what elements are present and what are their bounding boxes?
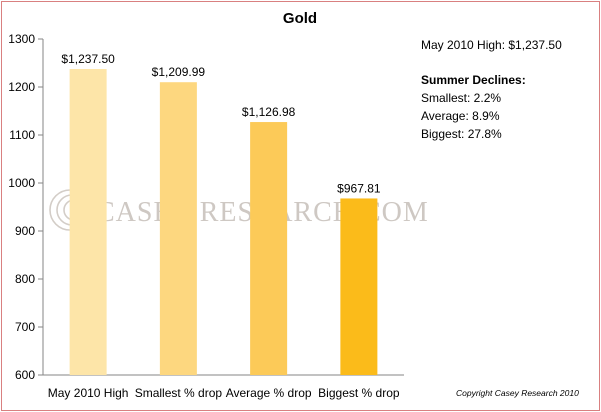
x-category-label: Smallest % drop <box>135 386 223 400</box>
y-tick-label: 800 <box>15 272 35 286</box>
y-tick-label: 1200 <box>8 80 35 94</box>
bar-data-label: $1,209.99 <box>152 65 206 79</box>
may-high-summary: May 2010 High: $1,237.50 <box>421 38 562 52</box>
y-tick-label: 600 <box>15 368 35 382</box>
bar-2 <box>250 122 288 376</box>
y-tick-label: 1300 <box>8 32 35 46</box>
y-tick-label: 700 <box>15 320 35 334</box>
x-category-label: Average % drop <box>226 386 312 400</box>
y-tick-label: 1000 <box>8 176 35 190</box>
bar-3 <box>340 198 378 375</box>
smallest-decline: Smallest: 2.2% <box>421 91 502 105</box>
biggest-decline: Biggest: 27.8% <box>421 127 502 141</box>
chart-title: Gold <box>283 10 317 27</box>
y-tick-label: 1100 <box>9 128 35 142</box>
bar-data-label: $1,237.50 <box>61 52 115 66</box>
y-tick-label: 900 <box>15 224 35 238</box>
bar-0 <box>69 69 107 375</box>
copyright-note: Copyright Casey Research 2010 <box>456 388 579 398</box>
x-category-label: May 2010 High <box>48 386 129 400</box>
bar-data-label: $967.81 <box>337 181 381 195</box>
bar-data-label: $1,126.98 <box>242 105 296 119</box>
x-category-label: Biggest % drop <box>318 386 400 400</box>
bar-1 <box>159 82 197 375</box>
average-decline: Average: 8.9% <box>421 109 500 123</box>
summer-declines-heading: Summer Declines: <box>421 73 526 87</box>
